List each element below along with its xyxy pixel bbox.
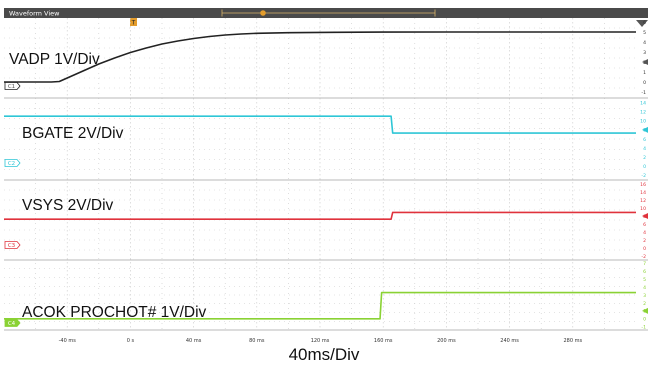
y-tick-label: 1 xyxy=(643,70,646,76)
x-tick-label: 240 ms xyxy=(500,338,519,344)
lane-1-scroll-icon[interactable] xyxy=(636,20,648,27)
x-tick-label: 80 ms xyxy=(249,338,265,344)
y-tick-label: 2 xyxy=(643,301,646,307)
display-background xyxy=(0,0,648,345)
overview-handle[interactable] xyxy=(260,10,266,16)
x-tick-label: 200 ms xyxy=(437,338,456,344)
channel-badge-c3[interactable]: C3 xyxy=(4,241,21,250)
channel-offset-marker[interactable] xyxy=(642,213,648,219)
series-line-c2 xyxy=(4,115,636,134)
channel-badge-shape[interactable] xyxy=(4,159,21,167)
y-tick-label: 3 xyxy=(643,50,646,56)
x-tick-label: 0 s xyxy=(127,338,135,344)
channel-offset-marker[interactable] xyxy=(642,126,648,133)
x-tick-label: 280 ms xyxy=(563,338,582,344)
y-tick-label: 10 xyxy=(640,206,646,212)
y-tick-label: 14 xyxy=(640,190,646,196)
svg-text:T: T xyxy=(131,20,136,27)
y-tick-label: 4 xyxy=(643,285,646,291)
y-tick-label: -2 xyxy=(641,173,646,179)
channel-badge-label: C2 xyxy=(8,161,15,167)
y-tick-label: 6 xyxy=(643,137,646,143)
y-tick-label: 7 xyxy=(643,261,646,267)
series-line-c1 xyxy=(4,31,636,83)
y-tick-label: 12 xyxy=(640,109,646,115)
channel-badge-label: C1 xyxy=(8,84,15,90)
channel-badge-label: C4 xyxy=(8,321,16,327)
y-tick-label: 0 xyxy=(643,164,646,170)
channel-badge-c4[interactable]: C4 xyxy=(4,319,21,328)
y-tick-label: 14 xyxy=(640,100,646,106)
channel-offset-marker[interactable] xyxy=(642,59,648,65)
timebase-label: 40ms/Div xyxy=(288,345,360,364)
channel-badge-shape[interactable] xyxy=(4,241,21,249)
y-tick-label: -1 xyxy=(641,325,646,331)
channel-offset-marker[interactable] xyxy=(642,307,648,314)
y-tick-label: 6 xyxy=(643,20,646,26)
window-title: Waveform View xyxy=(9,10,60,18)
channel-badge-shape[interactable] xyxy=(4,319,21,327)
y-tick-label: 16 xyxy=(640,182,646,188)
y-tick-label: -1 xyxy=(641,90,646,96)
y-tick-label: 0 xyxy=(643,80,646,86)
x-tick-label: 160 ms xyxy=(374,338,393,344)
x-tick-label: 40 ms xyxy=(186,338,202,344)
series-line-c3 xyxy=(4,211,636,220)
y-tick-label: -2 xyxy=(641,254,646,260)
y-tick-label: 0 xyxy=(643,317,646,323)
channel-badge-c1[interactable]: C1 xyxy=(4,82,21,91)
series-label-c1: VADP 1V/Div xyxy=(9,51,100,68)
y-tick-label: 10 xyxy=(640,119,646,125)
series-label-c3: VSYS 2V/Div xyxy=(22,197,114,214)
x-tick-label: -40 ms xyxy=(59,338,77,344)
oscilloscope-display: Waveform View T VADP 1V/DivC16543210-1BG… xyxy=(0,0,648,345)
trigger-position-marker[interactable]: T xyxy=(130,18,137,27)
y-tick-label: 2 xyxy=(643,155,646,161)
time-axis: -40 ms 0 s 40 ms 80 ms 120 ms 160 ms 200 ms 240… xyxy=(59,338,583,344)
y-tick-label: 0 xyxy=(643,246,646,252)
overview-zoom-bar[interactable] xyxy=(221,9,436,17)
y-tick-label: 2 xyxy=(643,238,646,244)
series-label-c2: BGATE 2V/Div xyxy=(22,125,124,142)
y-tick-label: 3 xyxy=(643,293,646,299)
y-tick-label: 12 xyxy=(640,198,646,204)
channel-badge-shape[interactable] xyxy=(4,82,21,90)
y-tick-label: 4 xyxy=(643,146,646,152)
channel-badge-c2[interactable]: C2 xyxy=(4,159,21,168)
series-label-c4: ACOK PROCHOT# 1V/Div xyxy=(22,304,207,321)
x-tick-label: 120 ms xyxy=(311,338,330,344)
y-tick-label: 4 xyxy=(643,40,646,46)
series-line-c4 xyxy=(4,291,636,320)
channel-badge-label: C3 xyxy=(8,243,16,249)
y-tick-label: 5 xyxy=(643,30,646,36)
y-tick-label: 4 xyxy=(643,230,646,236)
y-tick-label: 5 xyxy=(643,277,646,283)
y-tick-label: 6 xyxy=(643,269,646,275)
y-tick-label: 6 xyxy=(643,222,646,228)
